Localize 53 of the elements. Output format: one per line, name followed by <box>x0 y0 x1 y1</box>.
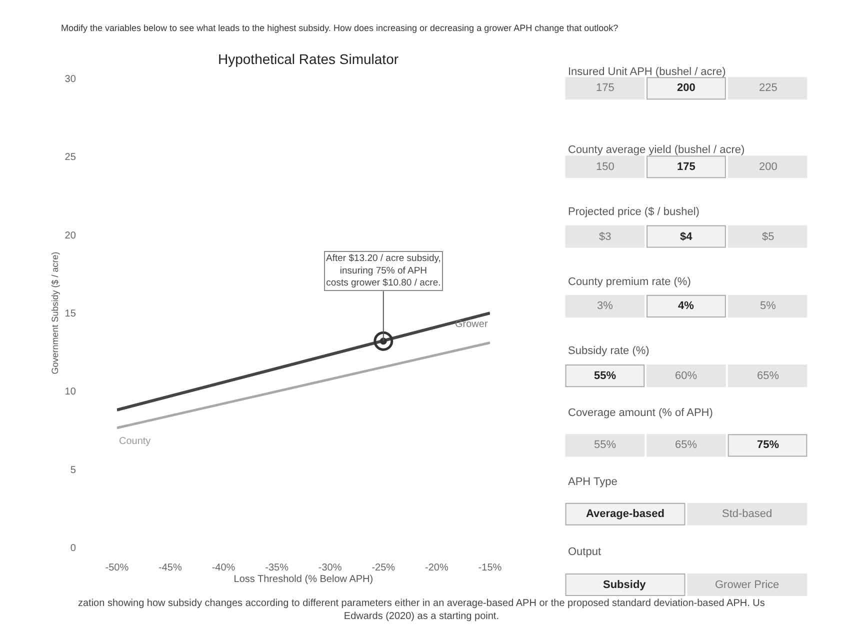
category-label: APH Type <box>568 476 618 488</box>
x-tick-label: -25% <box>372 562 396 574</box>
text: 175 <box>677 161 696 173</box>
text: 5% <box>760 300 776 312</box>
x-tick-label: -35% <box>265 562 289 574</box>
text: 60% <box>675 370 698 382</box>
annotation: After $13.20 / acre subsidy, insuring 75% of APH costs grower $10.80 / acre. <box>326 253 441 289</box>
text: 65% <box>757 370 780 382</box>
y-tick-label: 15 <box>64 308 76 320</box>
text: zation showing how subsidy changes according to different parameters either in an average-based APH or the proposed standard deviation-based APH. Us Edwards (2020) as a starting point. <box>78 598 765 622</box>
y-tick-label: 25 <box>64 152 76 164</box>
text: $3 <box>599 231 612 243</box>
y-tick-label: 30 <box>64 74 76 86</box>
text: 55% <box>594 370 616 382</box>
text: $5 <box>762 231 774 243</box>
text: 55% <box>594 439 616 451</box>
text: 150 <box>596 161 614 173</box>
text: 75% <box>757 439 780 451</box>
x-tick-label: -40% <box>212 562 236 574</box>
y-tick-label: 20 <box>64 230 76 242</box>
category-label: Insured Unit APH (bushel / acre) <box>568 66 726 78</box>
text: 200 <box>759 161 778 173</box>
x-tick-label: -30% <box>318 562 342 574</box>
text: 4% <box>678 300 694 312</box>
category-label: Output <box>568 546 602 558</box>
chart-title: Hypothetical Rates Simulator <box>218 51 399 67</box>
x-tick-label: -50% <box>105 562 129 574</box>
text: Std-based <box>722 508 772 520</box>
text: Average-based <box>586 508 664 520</box>
category-label: Coverage amount (% of APH) <box>568 407 713 419</box>
text: 225 <box>759 82 778 94</box>
series-label: County <box>119 436 151 447</box>
x-tick-label: -20% <box>425 562 448 574</box>
text: 3% <box>597 300 613 312</box>
x-tick-label: -15% <box>478 562 502 574</box>
text: Grower Price <box>715 579 780 591</box>
text: Modify the variables below to see what leads to the highest subsidy. How does increasing or decreasing a grower APH change that outlook? <box>61 23 618 33</box>
y-axis-title: Government Subsidy ($ / acre) <box>50 252 60 374</box>
text: Subsidy <box>603 579 646 591</box>
category-label: County average yield (bushel / acre) <box>568 144 745 156</box>
y-tick-label: 5 <box>70 464 76 476</box>
text: 175 <box>596 82 614 94</box>
x-tick-label: -45% <box>158 562 182 574</box>
category-label: County premium rate (%) <box>568 276 691 288</box>
text: $4 <box>680 231 692 243</box>
category-label: Projected price ($ / bushel) <box>568 206 700 218</box>
text: 65% <box>675 439 698 451</box>
series-label: Grower <box>455 319 488 330</box>
x-axis-title: Loss Threshold (% Below APH) <box>234 574 374 585</box>
y-tick-label: 10 <box>64 386 76 398</box>
y-tick-label: 0 <box>70 542 76 554</box>
category-label: Subsidy rate (%) <box>568 345 650 357</box>
text: 200 <box>677 82 696 94</box>
